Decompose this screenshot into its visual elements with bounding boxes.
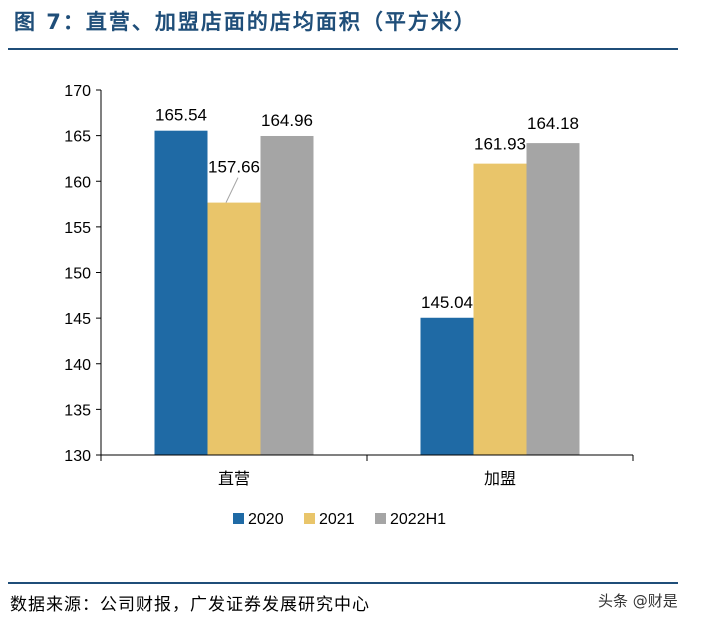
data-label-2022H1-加盟: 164.18	[527, 114, 579, 133]
footer-divider	[8, 582, 678, 584]
data-label-2020-直营: 165.54	[155, 106, 207, 125]
legend-swatch-2021	[304, 513, 315, 524]
bar-2021-加盟	[473, 163, 527, 456]
y-tick-label: 155	[64, 220, 91, 237]
data-label-2022H1-直营: 164.96	[261, 111, 313, 130]
y-tick-label: 135	[64, 402, 91, 419]
legend-label-2022H1: 2022H1	[390, 511, 446, 528]
x-category-label: 加盟	[484, 469, 516, 488]
x-axis: 直营 加盟	[100, 454, 634, 488]
y-tick-label: 150	[64, 266, 91, 283]
watermark: 头条 @财是	[598, 592, 678, 610]
y-tick-label: 130	[64, 448, 91, 465]
x-category-label: 直营	[218, 469, 250, 488]
legend-swatch-2022H1	[375, 513, 386, 524]
bars	[154, 130, 580, 456]
title-divider	[8, 48, 678, 50]
y-tick-label: 165	[64, 129, 91, 146]
bar-2022H1-加盟	[526, 143, 580, 456]
y-tick-label: 170	[64, 83, 91, 100]
legend-swatch-2020	[233, 513, 244, 524]
y-axis: 130 135 140 145 150 155 160 165 170	[64, 83, 102, 465]
legend: 2020 2021 2022H1	[233, 511, 446, 528]
data-source: 数据来源：公司财报，广发证券发展研究中心	[10, 595, 370, 615]
y-tick-label: 145	[64, 311, 91, 328]
y-tick-label: 160	[64, 174, 91, 191]
bar-2020-直营	[154, 130, 208, 455]
bar-chart: 130 135 140 145 150 155 160 165 170 165.54 157.66…	[64, 83, 634, 528]
legend-label-2020: 2020	[248, 511, 284, 528]
legend-label-2021: 2021	[319, 511, 355, 528]
bar-2020-加盟	[420, 317, 474, 455]
data-label-2021-加盟: 161.93	[474, 135, 526, 154]
y-tick-label: 140	[64, 357, 91, 374]
figure-title: 图 7：直营、加盟店面的店均面积（平方米）	[14, 10, 477, 34]
bar-2022H1-直营	[260, 135, 314, 456]
leader-line	[225, 177, 239, 203]
data-label-2021-直营: 157.66	[208, 158, 260, 177]
bar-2021-直营	[207, 202, 261, 455]
data-label-2020-加盟: 145.04	[421, 293, 473, 312]
